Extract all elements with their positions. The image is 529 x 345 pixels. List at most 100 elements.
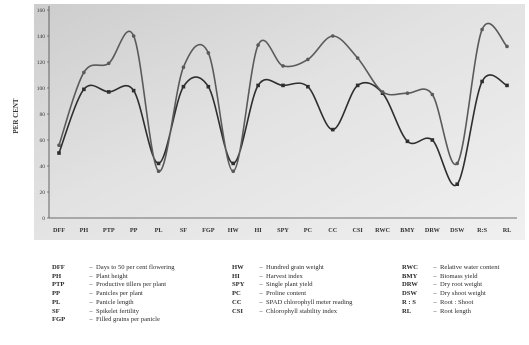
plot-background	[34, 4, 525, 240]
line-chart: PER CENT 0 20 40 60 80 100 120 140 160 DFF PH PTP P…	[12, 4, 525, 246]
key-description: Dry shoot weight	[440, 290, 486, 298]
key-item: HI – Harvest index	[232, 273, 352, 282]
key-abbreviation: BMY	[402, 272, 418, 280]
chart-area: PER CENT 0 20 40 60 80 100 120 140 160 DFF PH PTP P…	[4, 4, 525, 246]
key-description: Biomass yield	[440, 272, 478, 280]
data-point	[355, 56, 360, 60]
key-separator: –	[433, 298, 437, 306]
key-item: FGP – Filled grains per panicle	[52, 316, 175, 325]
key-abbreviation: HI	[232, 272, 240, 280]
data-point	[480, 27, 484, 32]
key-description: Filled grains per panicle	[96, 316, 160, 324]
x-tick-label: PH	[80, 227, 89, 234]
y-tick-label: 120	[37, 60, 46, 66]
data-point	[455, 161, 460, 166]
x-tick-label: PTP	[103, 227, 115, 234]
key-separator: –	[89, 316, 93, 324]
key-separator: –	[89, 307, 93, 315]
x-tick-label: SPY	[277, 227, 289, 234]
key-item: RL – Root length	[402, 308, 499, 317]
data-point	[505, 83, 509, 88]
key-separator: –	[89, 281, 93, 289]
key-item: PP – Panicles per plant	[52, 290, 175, 299]
key-item: PTP – Productive tillers per plant	[52, 281, 175, 290]
data-point	[281, 64, 285, 68]
key-column-2: HW – Hundred grain weight HI – Harvest index S…	[232, 264, 352, 316]
x-tick-label: DSW	[450, 227, 465, 234]
data-point	[306, 57, 310, 62]
data-point	[380, 90, 385, 94]
key-abbreviation: PC	[232, 290, 241, 298]
key-separator: –	[89, 272, 93, 280]
data-point	[156, 161, 161, 166]
key-abbreviation: PL	[52, 298, 61, 306]
x-tick-label: PL	[155, 227, 163, 234]
key-description: Proline content	[266, 290, 307, 298]
x-tick-label: HW	[228, 227, 240, 234]
data-point	[455, 182, 460, 186]
key-separator: –	[259, 307, 263, 315]
key-abbreviation: RL	[402, 307, 412, 315]
x-tick-label: CC	[328, 227, 337, 234]
y-tick-label: 80	[40, 112, 46, 118]
key-separator: –	[433, 272, 437, 280]
x-tick-label: PP	[130, 227, 138, 234]
abbreviation-key: DFF – Days to 50 per cent flowering PH – Plan…	[52, 264, 522, 344]
key-separator: –	[259, 281, 263, 289]
key-separator: –	[89, 290, 93, 298]
key-description: Days to 50 per cent flowering	[96, 264, 175, 271]
data-point	[131, 34, 136, 38]
y-tick-label: 100	[37, 86, 46, 92]
y-tick-label: 20	[40, 190, 46, 196]
key-description: Root length	[440, 307, 471, 315]
key-abbreviation: DRW	[402, 281, 418, 289]
key-separator: –	[259, 272, 263, 280]
y-axis-label: PER CENT	[12, 98, 20, 134]
key-abbreviation: HW	[232, 264, 244, 271]
x-tick-label: SF	[180, 227, 187, 234]
key-abbreviation: DFF	[52, 264, 65, 271]
x-tick-label: RL	[503, 227, 512, 234]
key-description: Spikelet fertility	[96, 307, 140, 315]
key-item: PC – Proline content	[232, 290, 352, 299]
key-description: Productive tillers per plant	[96, 281, 167, 289]
key-item: R : S – Root : Shoot	[402, 299, 499, 308]
y-tick-label: 160	[37, 8, 46, 14]
data-point	[231, 169, 236, 173]
x-tick-label: R:S	[477, 227, 488, 234]
key-description: Harvest index	[266, 272, 303, 280]
data-point	[330, 127, 335, 132]
x-tick-label: HI	[254, 227, 262, 234]
data-point	[330, 34, 335, 38]
key-description: Root : Shoot	[440, 298, 474, 306]
data-point	[181, 84, 186, 89]
data-point	[256, 83, 260, 88]
key-item: PL – Panicle length	[52, 299, 175, 308]
key-item: SF – Spikelet fertility	[52, 308, 175, 317]
data-point	[57, 143, 61, 147]
key-description: Chlorophyll stability index	[266, 307, 338, 315]
key-description: Dry root weight	[440, 281, 483, 289]
y-tick-label: 40	[40, 164, 46, 170]
key-abbreviation: SF	[52, 307, 60, 315]
data-point	[430, 138, 435, 142]
data-point	[405, 139, 410, 144]
key-separator: –	[259, 298, 263, 306]
x-tick-label: FGP	[202, 227, 215, 234]
data-point	[505, 44, 509, 49]
key-abbreviation: FGP	[52, 316, 66, 324]
key-abbreviation: DSW	[402, 290, 418, 298]
data-point	[480, 79, 484, 84]
key-separator: –	[89, 298, 93, 306]
key-item: RWC – Relative water content	[402, 264, 499, 273]
data-point	[156, 169, 161, 173]
key-item: BMY – Biomass yield	[402, 273, 499, 282]
y-tick-label: 140	[37, 34, 46, 40]
key-separator: –	[89, 264, 93, 271]
data-point	[181, 65, 186, 69]
key-column-1: DFF – Days to 50 per cent flowering PH – Plan…	[52, 264, 175, 325]
data-point	[57, 151, 61, 155]
data-point	[430, 92, 435, 97]
data-point	[355, 83, 360, 88]
data-point	[131, 88, 136, 93]
